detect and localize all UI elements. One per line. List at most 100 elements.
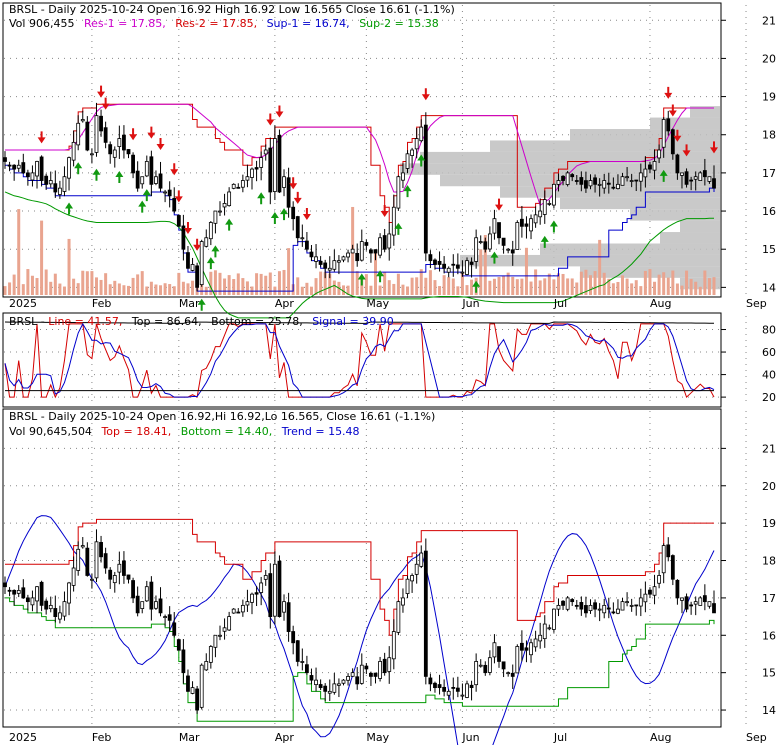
candle-body [657,149,662,159]
candle-body [190,264,195,271]
candle-body [702,595,707,603]
candle-body [99,542,103,558]
down-arrow-icon [129,128,138,141]
candle-body [208,646,213,663]
candle-body [629,180,634,182]
candle-body [693,176,698,180]
volume-bar [433,280,437,295]
x-month-label: May [366,731,389,744]
candle-body [272,138,277,192]
up-arrow-icon [65,202,74,215]
down-arrow-icon [289,177,298,190]
candle-body [414,563,419,575]
volume-bar [374,252,378,295]
volume-bar [506,272,510,295]
candle-body [85,547,90,576]
volume-bar [76,283,80,295]
candle-body [446,267,451,273]
candle-body [574,180,579,182]
candle-body [94,541,99,579]
volume-bar [259,273,263,295]
candle-body [245,176,250,181]
volume-bar [428,270,432,295]
candle-body [487,233,492,250]
volume-bar [451,278,455,295]
volume-bar [140,271,144,295]
candle-body [405,578,410,594]
candle-body [689,179,694,182]
candle-body [698,597,703,606]
volume-bar [383,271,387,295]
volume-bar [520,278,524,295]
candle-body [135,170,140,189]
candle-body [236,611,241,614]
candle-body [584,180,588,189]
candle-body [483,241,488,250]
candle-body [693,601,698,605]
candle-body [625,176,629,179]
candle-body [423,124,428,254]
candle-body [16,164,21,169]
candle-body [199,241,204,285]
down-arrow-icon [421,88,430,101]
volume-bar [643,270,647,295]
candle-body [277,560,282,617]
candle-body [611,186,616,189]
volume-profile-bar [540,243,720,255]
candle-body [295,640,300,662]
candle-body [606,182,611,185]
candle-body [117,563,122,573]
candle-body [414,138,419,150]
candle-body [112,575,117,584]
candle-body [428,254,433,262]
volume-bar [392,283,396,295]
volume-bar [579,271,583,295]
candle-body [44,600,49,610]
sup2-label: Sup-2 = 15.38 [359,17,439,30]
x-month-label: Jun [461,731,479,744]
volume-bar [561,273,565,295]
x-month-label: Jun [461,297,479,310]
candle-body [478,664,483,667]
candle-body [652,586,657,596]
candle-body [492,642,497,658]
candle-body [213,210,218,224]
candle-body [16,590,21,594]
volume-bar [438,286,442,295]
up-arrow-icon [197,298,206,311]
up-arrow-icon [403,185,412,198]
volume-bar [387,280,391,295]
candle-body [176,639,181,651]
volume-bar [703,270,707,295]
volume-bar [497,277,501,295]
candle-body [39,156,44,181]
volume-bar [72,278,76,295]
candle-body [346,252,350,258]
candle-body [433,682,437,689]
down-arrow-icon [668,104,677,117]
volume-bar [410,277,414,295]
trend-top-line [5,518,714,636]
candle-body [176,215,181,227]
candle-body [90,578,94,581]
candle-body [378,237,382,256]
candle-body [478,241,483,243]
candle-body [53,608,58,617]
candle-body [542,199,547,215]
candle-body [30,172,35,181]
candle-body [702,170,707,178]
volume-bar [264,275,268,295]
volume-bar [168,284,172,295]
candle-body [570,599,575,603]
volume-bar [53,273,57,295]
y-tick-label: 20 [762,480,776,493]
oscillator-line [4,323,715,399]
y-tick-label: 80 [762,324,776,337]
up-arrow-icon [357,273,366,286]
down-arrow-icon [156,137,165,150]
y-tick-label: 17 [762,592,776,605]
volume-bar [616,281,620,295]
candle-body [126,149,131,155]
candle-body [250,593,254,603]
candle-body [149,581,154,610]
